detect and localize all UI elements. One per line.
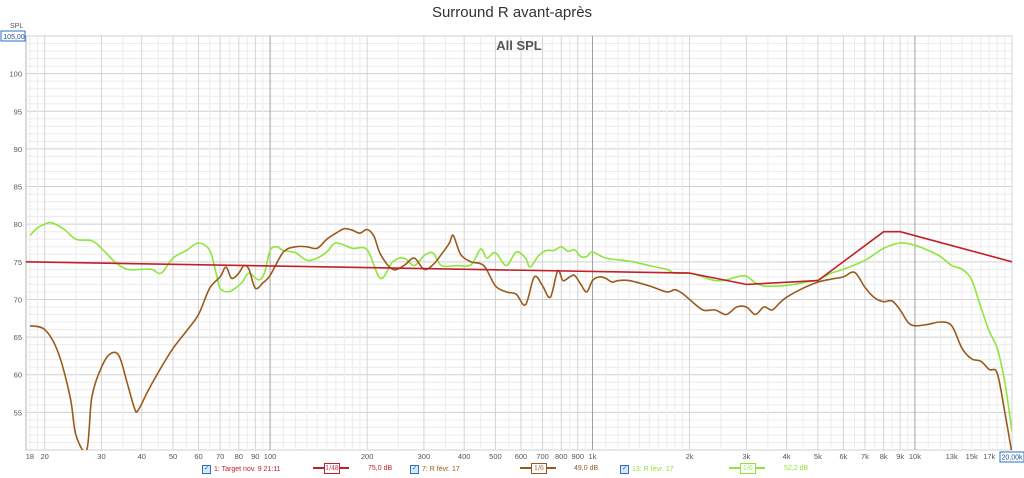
x-tick-label: 7k — [861, 452, 869, 461]
smoothing-label: 1/6 — [531, 463, 547, 474]
legend-item-2[interactable]: ✓ 7: R févr. 17 — [410, 465, 460, 474]
series-layer — [26, 221, 1012, 450]
legend-item-1[interactable]: ✓ 1: Target nov. 9 21:11 — [202, 465, 281, 474]
x-tick-label: 200 — [361, 452, 374, 461]
x-tick-label: 4k — [783, 452, 791, 461]
x-tick-label: 18 — [26, 452, 34, 461]
y-tick-label: 100 — [9, 70, 22, 79]
x-tick-label: 15k — [966, 452, 978, 461]
series-line-r-fevr-17-brown — [29, 227, 1012, 450]
smoothing-label: 1/6 — [740, 463, 756, 474]
legend-checkbox[interactable]: ✓ — [202, 465, 211, 474]
smoothing-label: 1/48 — [324, 463, 340, 474]
x-tick-label: 900 — [571, 452, 584, 461]
x-tick-label: 600 — [515, 452, 528, 461]
x-tick-label: 90 — [251, 452, 259, 461]
series-line-r-fevr-17-green — [29, 221, 1012, 432]
x-tick-label: 500 — [489, 452, 502, 461]
y-tick-label: 95 — [14, 107, 22, 116]
x-tick-label: 700 — [536, 452, 549, 461]
y-tick-label: 65 — [14, 333, 22, 342]
x-tick-label: 300 — [418, 452, 431, 461]
y-axis-ticks: 55 60 65 70 75 80 85 90 95 100 105,00 — [0, 30, 26, 417]
x-tick-label: 40 — [138, 452, 146, 461]
smoothing-indicator[interactable]: 1/6 — [729, 463, 765, 474]
x-max-label: 20,00k — [1001, 455, 1023, 462]
x-tick-label: 400 — [458, 452, 471, 461]
legend-value: 52,2 dB — [784, 465, 809, 472]
smoothing-indicator[interactable]: 1/48 — [313, 463, 349, 474]
x-tick-label: 70 — [216, 452, 224, 461]
x-tick-label: 6k — [839, 452, 847, 461]
y-tick-label: 75 — [14, 258, 22, 267]
legend-value: 49,0 dB — [574, 465, 599, 472]
series-line-target — [26, 230, 1012, 286]
legend-label: 7: R févr. 17 — [422, 466, 460, 473]
legend-value: 75,0 dB — [368, 465, 393, 472]
y-tick-label: 60 — [14, 371, 22, 380]
x-tick-label: 100 — [264, 452, 277, 461]
legend-checkbox[interactable]: ✓ — [620, 465, 629, 474]
x-tick-label: 5k — [814, 452, 822, 461]
x-max-box — [999, 451, 1024, 463]
x-tick-label: 2k — [686, 452, 694, 461]
x-axis-ticks: 18 20 30 40 50 60 70 80 90 100 200 300 400 500 600 700 8… — [26, 451, 1024, 463]
x-tick-label: 10k — [909, 452, 921, 461]
legend-label: 1: Target nov. 9 21:11 — [214, 466, 281, 473]
plot-label: All SPL — [496, 38, 542, 53]
chart-title: Surround R avant-après — [431, 4, 593, 21]
y-max-box — [0, 30, 26, 42]
legend-label: 13: R févr. 17 — [632, 466, 674, 473]
x-tick-label: 800 — [555, 452, 568, 461]
legend-checkbox[interactable]: ✓ — [410, 465, 419, 474]
y-tick-label: 80 — [14, 220, 22, 229]
x-tick-label: 13k — [946, 452, 958, 461]
y-tick-label: 70 — [14, 295, 22, 304]
x-tick-label: 17k — [983, 452, 995, 461]
y-tick-label: 55 — [14, 408, 22, 417]
y-tick-label: 85 — [14, 183, 22, 192]
x-tick-label: 1k — [589, 452, 597, 461]
x-tick-label: 8k — [880, 452, 888, 461]
x-tick-label: 9k — [896, 452, 904, 461]
x-tick-label: 60 — [194, 452, 202, 461]
y-axis-label: SPL — [10, 23, 23, 30]
x-tick-label: 20 — [41, 452, 49, 461]
x-tick-label: 30 — [97, 452, 105, 461]
smoothing-indicator[interactable]: 1/6 — [520, 463, 556, 474]
x-tick-label: 3k — [742, 452, 750, 461]
x-tick-label: 80 — [235, 452, 243, 461]
plot-area — [25, 35, 1013, 451]
y-tick-label: 90 — [14, 145, 22, 154]
x-tick-label: 50 — [169, 452, 177, 461]
legend-item-3[interactable]: ✓ 13: R févr. 17 — [620, 465, 674, 474]
grid — [25, 35, 1013, 451]
y-max-label: 105,00 — [3, 34, 25, 41]
